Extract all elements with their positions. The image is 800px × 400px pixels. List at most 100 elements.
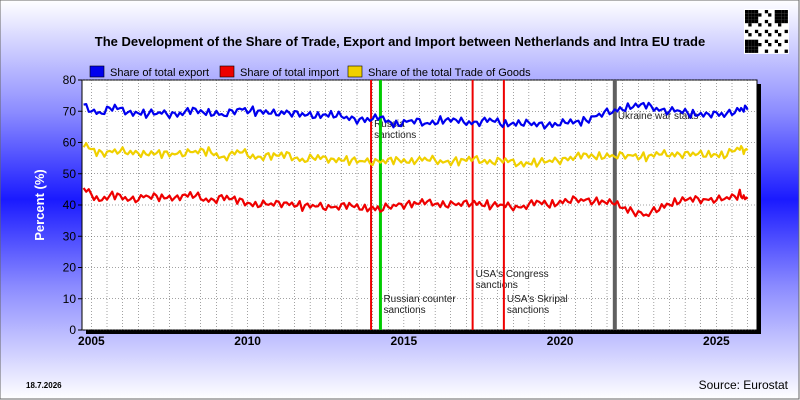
qr-cell <box>751 16 755 20</box>
qr-cell <box>748 39 752 43</box>
qr-cell <box>745 43 749 47</box>
y-tick-label: 30 <box>63 229 77 243</box>
series-line <box>83 101 749 130</box>
qr-cell <box>758 23 762 27</box>
event-label: sanctions <box>476 280 518 291</box>
y-tick-label: 40 <box>63 198 77 212</box>
qr-code-icon <box>744 9 789 54</box>
event-label: Russian counter <box>383 294 456 305</box>
qr-cell <box>778 23 782 27</box>
qr-cell <box>764 49 769 53</box>
qr-cell <box>774 49 778 53</box>
x-tick-label: 2010 <box>234 334 261 348</box>
y-tick-label: 0 <box>69 323 76 337</box>
qr-cell <box>784 19 788 24</box>
qr-cell <box>748 16 752 20</box>
qr-cell <box>754 10 759 14</box>
qr-cell <box>745 10 749 14</box>
qr-cell <box>781 13 785 17</box>
qr-cell <box>748 46 752 50</box>
event-label: USA's Skripal <box>507 294 568 305</box>
qr-cell <box>745 16 749 20</box>
qr-cell <box>748 13 752 17</box>
qr-cell <box>768 23 772 27</box>
y-tick-label: 80 <box>63 73 77 87</box>
qr-cell <box>784 29 788 34</box>
qr-cell <box>745 49 749 53</box>
qr-cell <box>751 13 755 17</box>
event-label: USA's Congress <box>476 269 549 280</box>
footer-date: 18.7.2026 <box>26 381 62 390</box>
y-axis-label: Percent (%) <box>32 169 47 241</box>
qr-cell <box>754 29 759 34</box>
qr-cell <box>745 29 749 34</box>
qr-cell <box>774 19 778 24</box>
qr-cell <box>745 39 749 43</box>
qr-cell <box>748 33 752 37</box>
qr-cell <box>748 19 752 24</box>
y-tick-label: 20 <box>63 261 77 275</box>
event-label: sanctions <box>507 305 549 316</box>
y-tick-label: 70 <box>63 104 77 118</box>
series-lines <box>82 101 749 218</box>
qr-cell <box>751 43 755 47</box>
legend-swatch <box>89 65 105 78</box>
qr-cell <box>778 10 782 14</box>
qr-cell <box>745 19 749 24</box>
qr-cell <box>751 10 755 14</box>
qr-cell <box>778 19 782 24</box>
qr-cell <box>774 16 778 20</box>
footer-source: Source: Eurostat <box>699 378 789 392</box>
qr-cell <box>754 19 759 24</box>
legend-swatch <box>219 65 235 78</box>
qr-cell <box>758 43 762 47</box>
qr-cell <box>764 29 769 34</box>
qr-cell <box>754 46 759 50</box>
x-tick-label: 2020 <box>547 334 574 348</box>
qr-cell <box>748 23 752 27</box>
qr-cell <box>758 33 762 37</box>
qr-cell <box>778 16 782 20</box>
qr-cell <box>768 33 772 37</box>
qr-cell <box>778 33 782 37</box>
qr-cell <box>748 10 752 14</box>
qr-cell <box>774 39 778 43</box>
event-label: Russia <box>374 119 405 130</box>
chart-title: The Development of the Share of Trade, E… <box>95 34 705 49</box>
x-tick-label: 2015 <box>391 334 418 348</box>
y-tick-label: 10 <box>63 292 77 306</box>
series-line <box>82 187 749 218</box>
qr-cell <box>768 13 772 17</box>
event-label: sanctions <box>374 130 416 141</box>
qr-cell <box>758 13 762 17</box>
qr-cell <box>745 46 749 50</box>
qr-cell <box>778 43 782 47</box>
qr-cell <box>784 16 788 20</box>
qr-cell <box>784 13 788 17</box>
series-line <box>82 142 749 168</box>
x-axis: 2005 2010 2015 2020 2025 <box>78 330 749 348</box>
legend-label: Share of total import <box>240 67 339 79</box>
qr-cell <box>781 16 785 20</box>
qr-cell <box>764 19 769 24</box>
event-label: sanctions <box>383 305 425 316</box>
event-label: Ukraine war starts <box>618 111 699 122</box>
qr-cell <box>754 43 759 47</box>
x-tick-label: 2005 <box>78 334 105 348</box>
x-tick-label: 2025 <box>703 334 730 348</box>
legend-label: Share of the total Trade of Goods <box>368 67 531 79</box>
qr-cell <box>784 39 788 43</box>
qr-cell <box>764 10 769 14</box>
legend-swatch <box>347 65 363 78</box>
qr-cell <box>784 10 788 14</box>
qr-cell <box>751 49 755 53</box>
qr-cell <box>754 16 759 20</box>
qr-cell <box>754 49 759 53</box>
y-axis: 0 10 20 30 40 50 60 70 80 <box>63 73 82 337</box>
qr-cell <box>751 19 755 24</box>
qr-cell <box>751 39 755 43</box>
y-tick-label: 60 <box>63 136 77 150</box>
y-tick-label: 50 <box>63 167 77 181</box>
